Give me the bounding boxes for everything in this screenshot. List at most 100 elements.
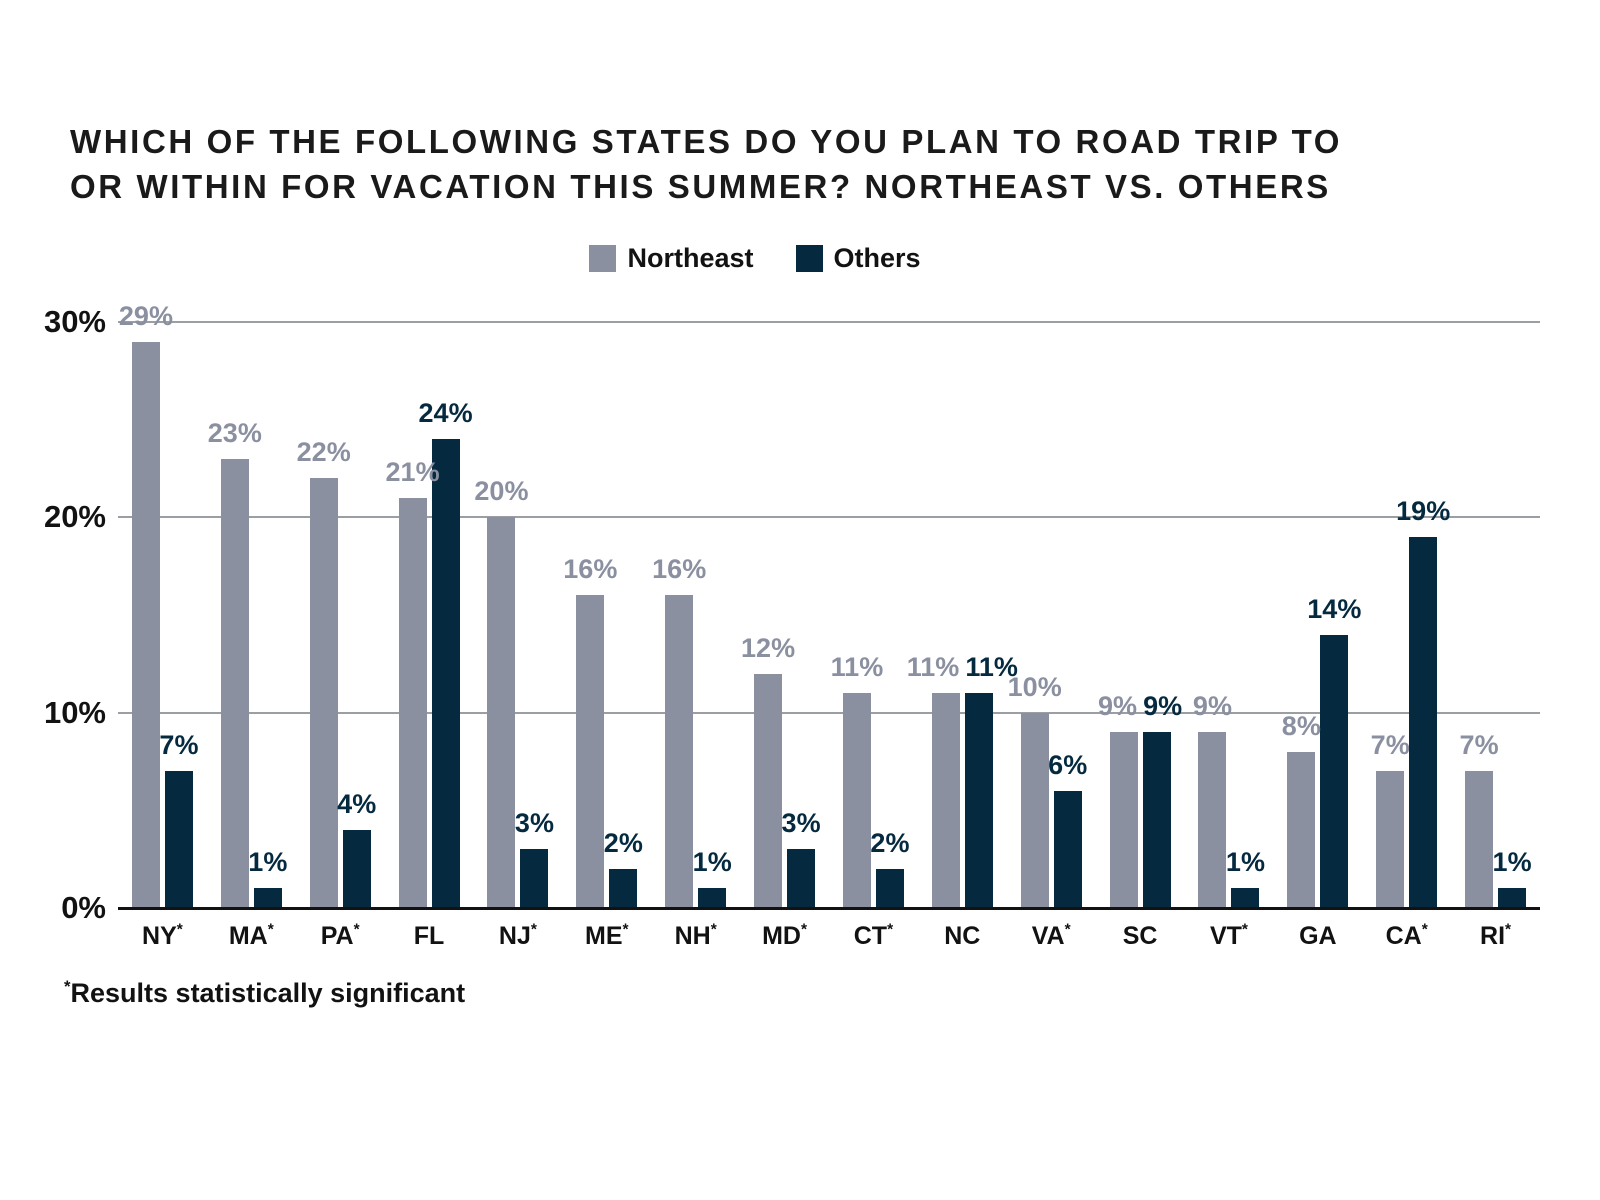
significance-asterisk: * xyxy=(1241,921,1248,939)
chart-title-line-1: WHICH OF THE FOLLOWING STATES DO YOU PLA… xyxy=(70,123,1343,160)
bar-northeast xyxy=(309,478,338,908)
bar-northeast xyxy=(1376,771,1405,908)
value-label-others: 3% xyxy=(781,808,821,839)
value-label-others: 7% xyxy=(159,730,199,761)
value-label-northeast: 22% xyxy=(296,437,351,468)
bar-northeast xyxy=(931,693,960,908)
bar-others xyxy=(787,849,816,908)
gridline xyxy=(118,321,1540,323)
value-label-others: 9% xyxy=(1143,691,1183,722)
value-label-northeast: 16% xyxy=(563,554,618,585)
bar-others xyxy=(164,771,193,908)
bar-northeast xyxy=(131,341,160,908)
bar-northeast xyxy=(842,693,871,908)
value-label-northeast: 21% xyxy=(385,456,440,487)
y-axis-tick-label: 10% xyxy=(43,694,106,730)
bar-northeast xyxy=(220,458,249,908)
value-label-others: 1% xyxy=(692,847,732,878)
value-label-others: 24% xyxy=(418,398,473,429)
bar-northeast xyxy=(576,595,605,908)
significance-asterisk: * xyxy=(800,921,808,939)
footnote-text: Results statistically significant xyxy=(70,978,466,1008)
value-label-others: 1% xyxy=(1225,847,1265,878)
bar-northeast xyxy=(1020,712,1049,908)
value-label-northeast: 20% xyxy=(474,476,529,507)
value-label-northeast: 9% xyxy=(1098,691,1138,722)
bar-others xyxy=(964,693,993,908)
value-label-others: 11% xyxy=(965,652,1018,683)
chart-title-line-2: OR WITHIN FOR VACATION THIS SUMMER? NORT… xyxy=(70,167,1331,205)
value-label-others: 14% xyxy=(1307,593,1362,624)
significance-asterisk: * xyxy=(530,921,537,939)
x-axis-baseline xyxy=(118,907,1540,910)
footnote: *Results statistically significant xyxy=(64,978,465,1009)
value-label-northeast: 11% xyxy=(906,652,960,683)
x-axis-label: NC xyxy=(944,922,981,950)
significance-asterisk: * xyxy=(176,921,183,939)
legend-label-northeast: Northeast xyxy=(627,243,754,273)
legend-swatch-northeast xyxy=(589,245,617,272)
value-label-northeast: 7% xyxy=(1370,730,1410,761)
gridline xyxy=(118,711,1540,714)
bar-others xyxy=(698,888,727,908)
value-label-northeast: 10% xyxy=(1007,671,1062,702)
x-axis-label: VA* xyxy=(1031,921,1071,950)
significance-asterisk: * xyxy=(267,921,274,939)
y-axis-tick-label: 0% xyxy=(61,890,106,925)
x-axis-label: MA* xyxy=(228,921,274,950)
x-axis-label: VT* xyxy=(1209,921,1248,950)
x-axis-label: NY* xyxy=(142,921,183,950)
chart-title: WHICH OF THE FOLLOWING STATES DO YOU PLA… xyxy=(70,120,1570,209)
bar-others xyxy=(875,868,904,908)
bar-others xyxy=(1053,790,1082,908)
value-label-others: 1% xyxy=(248,847,288,878)
x-axis-label: PA* xyxy=(320,921,360,950)
y-axis-tick-label: 20% xyxy=(43,499,106,535)
significance-asterisk: * xyxy=(1505,921,1512,939)
value-label-northeast: 23% xyxy=(207,417,262,448)
value-label-others: 6% xyxy=(1048,749,1088,780)
legend-label-others: Others xyxy=(833,243,921,273)
value-label-others: 19% xyxy=(1396,495,1451,526)
x-axis-label: GA xyxy=(1299,922,1337,950)
bar-others xyxy=(520,849,549,908)
value-label-others: 3% xyxy=(514,808,554,839)
bar-others xyxy=(1409,536,1438,908)
plot-area: 30% 20% 10% 0% 29% 7% NY* 23% 1% MA* 22% 4% PA* 21% 24… xyxy=(44,302,1540,950)
value-label-others: 2% xyxy=(870,827,910,858)
x-axis-label: RI* xyxy=(1480,921,1512,950)
value-label-others: 2% xyxy=(603,827,643,858)
bar-others xyxy=(1498,888,1527,908)
x-axis-label: CA* xyxy=(1385,921,1428,950)
value-label-northeast: 9% xyxy=(1192,691,1232,722)
significance-asterisk: * xyxy=(353,921,360,939)
value-label-others: 4% xyxy=(337,788,377,819)
bar-northeast xyxy=(1109,732,1138,908)
significance-asterisk: * xyxy=(1421,921,1428,939)
value-label-northeast: 8% xyxy=(1281,710,1321,741)
bar-northeast xyxy=(398,497,427,908)
bar-others xyxy=(1142,732,1171,908)
bar-others xyxy=(1231,888,1260,908)
bar-others xyxy=(431,439,460,908)
bar-others xyxy=(342,829,371,908)
significance-asterisk: * xyxy=(710,921,717,939)
significance-asterisk: * xyxy=(1064,921,1071,939)
bar-northeast xyxy=(754,673,783,908)
x-axis-label: NJ* xyxy=(498,921,537,950)
x-axis-label: ME* xyxy=(585,921,629,950)
x-axis-label: CT* xyxy=(853,921,894,950)
value-label-northeast: 11% xyxy=(830,652,884,683)
x-axis-label: FL xyxy=(413,922,445,950)
significance-asterisk: * xyxy=(622,921,629,939)
value-label-northeast: 16% xyxy=(652,554,707,585)
legend-item-northeast: Northeast xyxy=(589,243,754,274)
bar-others xyxy=(1320,634,1349,908)
bar-northeast xyxy=(1465,771,1494,908)
bar-northeast xyxy=(665,595,694,908)
significance-asterisk: * xyxy=(887,921,894,939)
value-label-others: 1% xyxy=(1492,847,1532,878)
x-axis-label: MD* xyxy=(762,921,808,950)
gridline xyxy=(118,516,1540,519)
